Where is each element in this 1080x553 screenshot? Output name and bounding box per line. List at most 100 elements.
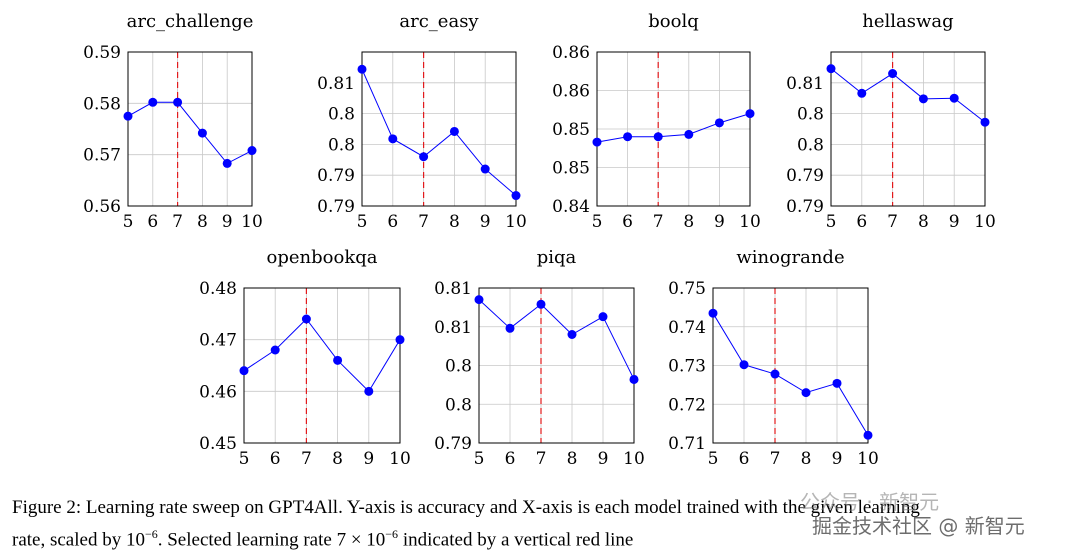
series-line	[478, 299, 635, 380]
y-tick-label: 0.57	[83, 146, 121, 166]
x-tick-label: 8	[801, 449, 812, 469]
x-tick-label: 6	[387, 212, 398, 232]
x-tick-label: 10	[739, 212, 761, 232]
watermark-text-2: 掘金技术社区 @ 新智元	[812, 514, 1025, 538]
x-tick-label: 10	[505, 212, 527, 232]
data-point	[148, 97, 158, 107]
plot-frame	[127, 51, 253, 207]
caption-line-1: Figure 2: Learning rate sweep on GPT4All…	[12, 497, 920, 518]
data-point	[123, 111, 133, 121]
chart-title: winogrande	[736, 247, 844, 268]
x-tick-label: 8	[567, 449, 578, 469]
y-tick-label: 0.8	[797, 135, 824, 155]
y-tick-label: 0.46	[199, 382, 237, 402]
chart-title: hellaswag	[862, 11, 953, 32]
data-point	[364, 386, 374, 396]
x-tick-label: 10	[623, 449, 645, 469]
plot-frame	[243, 287, 401, 444]
data-point	[474, 295, 484, 305]
data-point	[505, 323, 515, 333]
chart-panel-boolq: boolq 5 6 7 8 9 10 0.84 0.85 0.85 0.86 0.86	[552, 11, 761, 232]
y-tick-label: 0.73	[668, 357, 706, 377]
y-tick-label: 0.74	[668, 318, 706, 338]
data-point	[739, 360, 749, 370]
y-tick-label: 0.86	[552, 82, 590, 102]
y-tick-label: 0.8	[328, 105, 355, 125]
data-point	[395, 335, 405, 345]
chart-panel-arc_challenge: arc_challenge 5 6 7 8 9 10 0.56 0.57 0.58 0.59	[83, 11, 263, 232]
x-tick-label: 7	[301, 449, 312, 469]
x-tick-label: 6	[270, 449, 281, 469]
data-point	[918, 94, 928, 104]
data-point	[980, 117, 990, 127]
y-tick-label: 0.45	[199, 434, 237, 454]
x-tick-label: 7	[536, 449, 547, 469]
data-point	[629, 374, 639, 384]
x-tick-label: 10	[857, 449, 879, 469]
chart-title: arc_challenge	[127, 11, 254, 32]
y-tick-label: 0.8	[328, 135, 355, 155]
y-tick-label: 0.84	[552, 197, 590, 217]
x-tick-label: 9	[949, 212, 960, 232]
figure-caption: Figure 2: Learning rate sweep on GPT4All…	[12, 494, 1072, 553]
chart-panel-winogrande: winogrande 5 6 7 8 9 10 0.71 0.72 0.73 0.74 0.75	[668, 247, 879, 469]
y-tick-label: 0.79	[434, 434, 472, 454]
x-tick-label: 6	[505, 449, 516, 469]
y-tick-label: 0.85	[552, 159, 590, 179]
data-point	[333, 355, 343, 365]
plot-frame	[361, 51, 517, 207]
x-tick-label: 6	[622, 212, 633, 232]
y-tick-label: 0.47	[199, 331, 237, 351]
x-tick-label: 5	[826, 212, 837, 232]
data-point	[714, 118, 724, 128]
y-tick-label: 0.81	[317, 74, 355, 94]
data-point	[247, 146, 257, 156]
x-tick-label: 6	[147, 212, 158, 232]
y-tick-label: 0.8	[445, 395, 472, 415]
series-line	[712, 312, 869, 436]
x-tick-label: 8	[332, 449, 343, 469]
data-point	[357, 64, 367, 74]
x-tick-label: 5	[239, 449, 250, 469]
chart-panel-piqa: piqa 5 6 7 8 9 10 0.79 0.8 0.8 0.81 0.81	[434, 247, 645, 469]
data-point	[239, 366, 249, 376]
y-tick-label: 0.71	[668, 434, 706, 454]
data-point	[832, 378, 842, 388]
x-tick-label: 10	[389, 449, 411, 469]
data-point	[592, 137, 602, 147]
data-point	[888, 69, 898, 79]
y-tick-label: 0.79	[317, 197, 355, 217]
watermark-text: 公众号 · 新智元	[800, 490, 940, 514]
data-point	[770, 369, 780, 379]
data-point	[419, 152, 429, 162]
series-line	[243, 318, 401, 393]
y-tick-label: 0.85	[552, 120, 590, 140]
data-point	[388, 134, 398, 144]
data-point	[173, 97, 183, 107]
y-tick-label: 0.86	[552, 43, 590, 63]
x-tick-label: 7	[770, 449, 781, 469]
data-point	[536, 299, 546, 309]
x-tick-label: 6	[856, 212, 867, 232]
data-point	[826, 64, 836, 74]
data-point	[653, 132, 663, 142]
x-tick-label: 6	[739, 449, 750, 469]
data-point	[684, 129, 694, 139]
y-tick-label: 0.48	[199, 279, 237, 299]
data-point	[270, 345, 280, 355]
x-tick-label: 10	[241, 212, 263, 232]
data-point	[598, 312, 608, 322]
plot-frame	[712, 287, 869, 444]
x-tick-label: 7	[653, 212, 664, 232]
series-line	[596, 113, 751, 143]
data-point	[801, 388, 811, 398]
x-tick-label: 9	[363, 449, 374, 469]
y-tick-label: 0.81	[786, 74, 824, 94]
plot-frame	[596, 51, 751, 207]
y-tick-label: 0.75	[668, 279, 706, 299]
series-line	[361, 69, 517, 196]
y-tick-label: 0.79	[786, 166, 824, 186]
x-tick-label: 9	[480, 212, 491, 232]
y-tick-label: 0.72	[668, 395, 706, 415]
